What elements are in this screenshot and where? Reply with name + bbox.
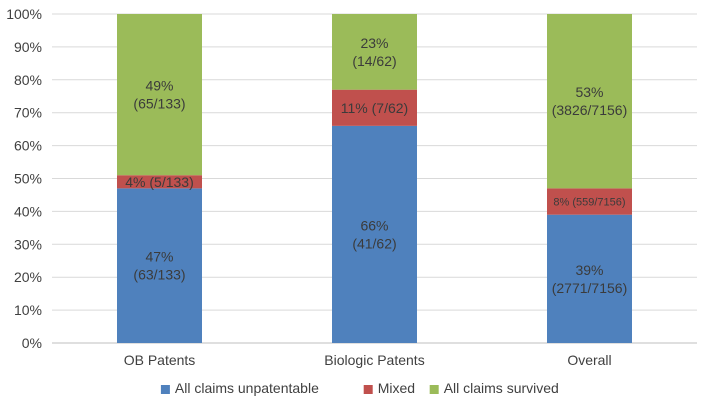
legend: All claims unpatentable Mixed All claims s…: [160, 380, 559, 396]
data-label: 4% (5/133): [125, 174, 193, 190]
data-label: 11% (7/62): [341, 100, 408, 116]
data-label: 49%: [145, 78, 173, 94]
y-axis-tick-labels: 0% 10% 20% 30% 40% 50% 60% 70% 80% 90% 100%: [6, 6, 42, 351]
data-label: 47%: [145, 249, 173, 265]
data-label: (2771/7156): [552, 280, 628, 296]
bar-segment: [547, 14, 632, 189]
bar-segment: [332, 89, 417, 126]
bar-segment: [332, 125, 417, 343]
y-tick-label: 20%: [14, 269, 42, 285]
legend-label: All claims unpatentable: [175, 380, 319, 396]
y-tick-label: 40%: [14, 203, 42, 219]
y-tick-label: 80%: [14, 72, 42, 88]
bar-segment: [117, 175, 202, 189]
x-tick-label: Overall: [567, 352, 611, 368]
data-label: (63/133): [133, 267, 185, 283]
y-tick-label: 30%: [14, 236, 42, 252]
y-tick-label: 100%: [6, 6, 42, 22]
bar-segment: [547, 214, 632, 343]
bars: [117, 14, 632, 343]
y-tick-label: 60%: [14, 138, 42, 154]
y-tick-label: 70%: [14, 105, 42, 121]
data-label: (14/62): [352, 53, 396, 69]
data-label: 8% (559/7156): [553, 197, 625, 209]
bar-segment: [117, 14, 202, 176]
legend-label: Mixed: [378, 380, 415, 396]
data-labels: 47% (63/133) 4% (5/133) 49% (65/133) 66% (41/6…: [125, 35, 627, 296]
y-tick-label: 0%: [22, 335, 42, 351]
data-label: (3826/7156): [552, 102, 628, 118]
bar-segment: [547, 188, 632, 215]
x-axis: OB Patents Biologic Patents Overall: [124, 352, 612, 368]
data-label: (41/62): [352, 235, 396, 251]
legend-swatch: [363, 385, 373, 394]
data-label: (65/133): [133, 96, 185, 112]
data-label: 53%: [575, 84, 603, 100]
data-label: 66%: [360, 217, 388, 233]
y-tick-label: 90%: [14, 39, 42, 55]
data-label: 39%: [575, 262, 603, 278]
data-label: 23%: [360, 35, 388, 51]
legend-label: All claims survived: [444, 380, 559, 396]
bar-segment: [332, 14, 417, 90]
bar-segment: [117, 188, 202, 343]
y-tick-label: 10%: [14, 302, 42, 318]
y-tick-label: 50%: [14, 171, 42, 187]
x-tick-label: Biologic Patents: [324, 352, 424, 368]
legend-swatch: [160, 385, 170, 394]
legend-swatch: [429, 385, 439, 394]
x-tick-label: OB Patents: [124, 352, 196, 368]
